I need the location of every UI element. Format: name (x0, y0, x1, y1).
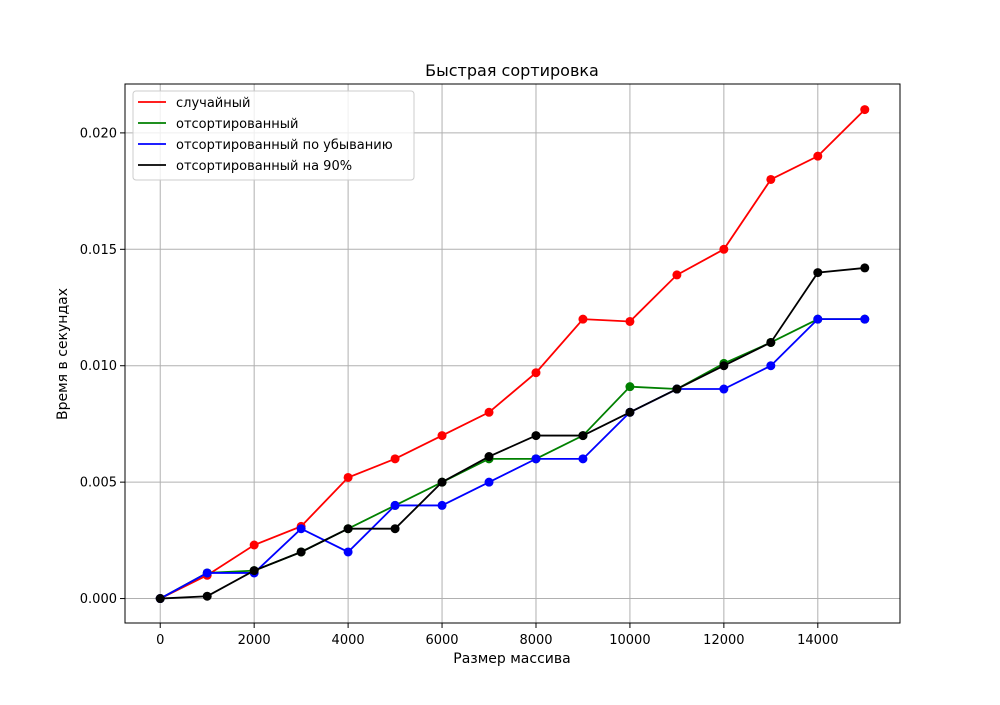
data-point (343, 547, 353, 557)
data-point (813, 151, 823, 161)
series-line (159, 108, 866, 600)
data-point (484, 407, 494, 417)
data-point (766, 174, 776, 184)
data-point (578, 431, 588, 441)
x-tick-label: 12000 (703, 633, 744, 648)
y-axis-label: Время в секундах (55, 288, 71, 420)
plot-frame (124, 83, 901, 624)
data-point (625, 316, 635, 326)
data-point (531, 368, 541, 378)
data-point (860, 263, 870, 273)
data-point (719, 384, 729, 394)
legend-label: случайный (176, 96, 250, 111)
data-point (860, 314, 870, 324)
data-point (437, 431, 447, 441)
x-tick-label: 0 (156, 633, 164, 648)
y-tick-label: 0.000 (80, 592, 117, 607)
chart-title: Быстрая сортировка (425, 61, 599, 80)
x-tick-label: 10000 (609, 633, 650, 648)
data-point (343, 524, 353, 534)
data-point (296, 547, 306, 557)
data-point (578, 454, 588, 464)
data-point (813, 314, 823, 324)
x-tick-label: 8000 (519, 633, 552, 648)
data-point (249, 540, 259, 550)
y-tick-label: 0.010 (80, 359, 117, 374)
data-point (531, 431, 541, 441)
data-point (625, 407, 635, 417)
y-axis-ticks: 0.000 0.005 0.010 0.015 0.020 (80, 126, 125, 607)
x-tick-label: 2000 (238, 633, 271, 648)
data-point (578, 314, 588, 324)
y-tick-label: 0.005 (80, 476, 117, 491)
legend-label: отсортированный на 90% (176, 159, 352, 174)
data-point (202, 568, 212, 578)
data-point (202, 591, 212, 601)
y-tick-label: 0.015 (80, 243, 117, 258)
series-line (159, 318, 865, 600)
x-axis-ticks: 0 2000 4000 6000 8000 10000 12000 14000 (156, 623, 838, 648)
legend-label: отсортированный (176, 117, 298, 132)
data-point (437, 477, 447, 487)
series-group (155, 314, 870, 604)
data-point (484, 452, 494, 462)
data-point (155, 594, 165, 604)
data-point (672, 270, 682, 280)
data-point (813, 268, 823, 278)
data-point (625, 382, 635, 392)
series-group (155, 263, 870, 604)
x-tick-label: 4000 (332, 633, 365, 648)
data-point (860, 105, 870, 115)
data-point (390, 500, 400, 510)
data-point (390, 524, 400, 534)
legend: случайный отсортированный отсортированный … (132, 90, 415, 181)
plot-series (155, 105, 870, 604)
data-point (719, 244, 729, 254)
data-point (437, 500, 447, 510)
x-axis-label: Размер массива (453, 651, 570, 667)
series-line (160, 267, 865, 600)
data-point (249, 566, 259, 576)
data-point (296, 524, 306, 534)
data-point (719, 361, 729, 371)
data-point (672, 384, 682, 394)
x-tick-label: 14000 (797, 633, 838, 648)
y-tick-label: 0.020 (80, 126, 117, 141)
data-point (484, 477, 494, 487)
data-point (766, 337, 776, 347)
legend-box (132, 90, 415, 181)
x-tick-label: 6000 (425, 633, 458, 648)
legend-label: отсортированный по убыванию (176, 138, 393, 153)
data-point (343, 472, 353, 482)
data-point (766, 361, 776, 371)
data-point (390, 454, 400, 464)
data-point (531, 454, 541, 464)
